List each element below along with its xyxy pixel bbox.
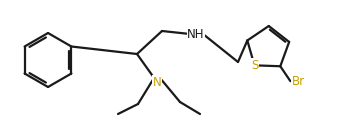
Text: S: S [251,59,258,72]
Text: N: N [153,76,161,89]
Text: NH: NH [187,28,205,41]
Text: Br: Br [292,75,305,88]
